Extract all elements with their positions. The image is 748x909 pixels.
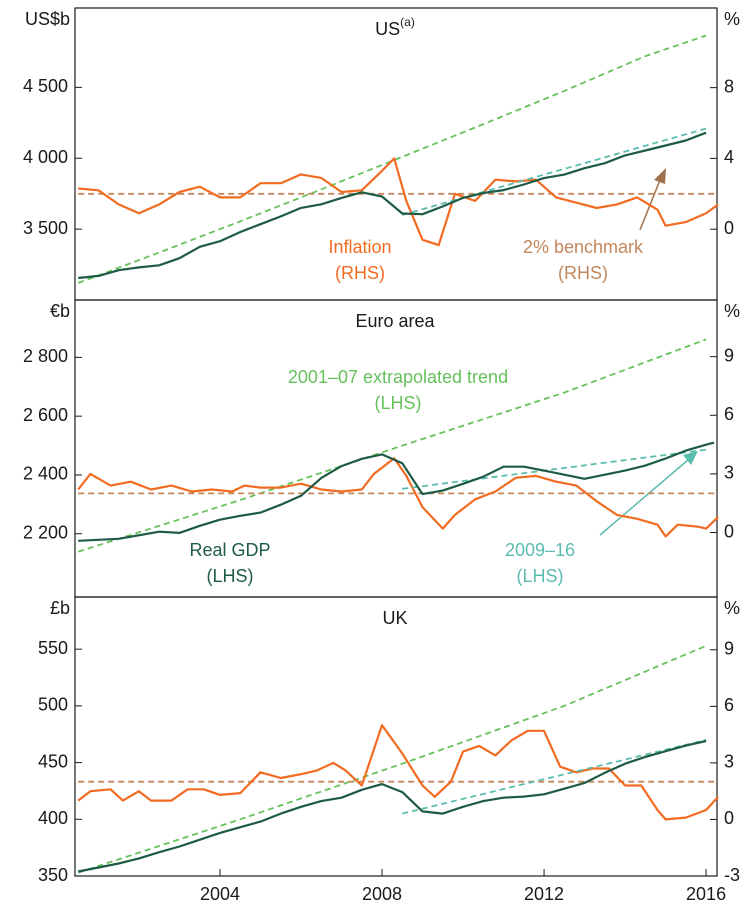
y-axis-label: €b: [50, 301, 70, 321]
annotation: Real GDP: [189, 540, 270, 560]
y2-tick-label: 3: [724, 463, 734, 483]
panel-title: Euro area: [355, 311, 435, 331]
y2-axis-label: %: [724, 9, 740, 29]
series-line: [77, 34, 707, 284]
series-line: [78, 157, 719, 247]
series-line: [78, 131, 707, 280]
series-line: [77, 644, 707, 874]
y-tick-label: 450: [38, 751, 68, 771]
y2-tick-label: 4: [724, 147, 734, 167]
series-line: [77, 338, 707, 553]
y-tick-label: 400: [38, 808, 68, 828]
y2-tick-label: 0: [724, 808, 734, 828]
series-line: [402, 127, 707, 216]
annotation: (LHS): [516, 566, 563, 586]
y2-tick-label: 0: [724, 218, 734, 238]
series-line: [77, 739, 707, 873]
annotation: 2% benchmark: [523, 237, 644, 257]
y2-tick-label: 6: [724, 404, 734, 424]
y2-axis-label: %: [724, 301, 740, 321]
series-line: [78, 441, 715, 542]
y-tick-label: 2 400: [23, 464, 68, 484]
y-tick-label: 4 500: [23, 76, 68, 96]
y2-tick-label: 0: [724, 521, 734, 541]
y2-tick-label: 6: [724, 695, 734, 715]
annotation: (LHS): [206, 566, 253, 586]
y-tick-label: 350: [38, 865, 68, 885]
annotation: (RHS): [558, 263, 608, 283]
x-tick-label: 2008: [362, 884, 402, 904]
series-line: [77, 724, 720, 821]
y2-tick-label: 9: [724, 639, 734, 659]
y-tick-label: 2 600: [23, 405, 68, 425]
annotation: Inflation: [328, 237, 391, 257]
y-tick-label: 2 800: [23, 346, 68, 366]
title-note: (a): [400, 15, 415, 29]
annotation: 2009–16: [505, 540, 575, 560]
series-line: [402, 448, 707, 490]
y2-tick-label: 3: [724, 752, 734, 772]
y-axis-label: US$b: [25, 9, 70, 29]
annotation: (RHS): [335, 263, 385, 283]
y2-tick-label: 8: [724, 76, 734, 96]
y2-axis-label: %: [724, 598, 740, 618]
arrowhead: [654, 168, 666, 184]
panel-title: UK: [382, 608, 407, 628]
y-tick-label: 500: [38, 695, 68, 715]
y-tick-label: 3 500: [23, 218, 68, 238]
y-tick-label: 2 200: [23, 523, 68, 543]
y2-tick-label: -3: [724, 865, 740, 885]
x-tick-label: 2012: [524, 884, 564, 904]
x-tick-label: 2016: [686, 884, 726, 904]
series-line: [77, 457, 719, 538]
panel-frame: [74, 596, 718, 877]
arrowhead: [683, 451, 698, 465]
annotation: 2001–07 extrapolated trend: [288, 367, 508, 387]
x-tick-label: 2004: [200, 884, 240, 904]
y-tick-label: 4 000: [23, 147, 68, 167]
panel-title: US(a): [375, 15, 415, 39]
annotation: (LHS): [374, 393, 421, 413]
arrow: [599, 459, 689, 536]
y-tick-label: 550: [38, 638, 68, 658]
y2-tick-label: 9: [724, 345, 734, 365]
series-line: [402, 739, 707, 815]
y-axis-label: £b: [50, 598, 70, 618]
